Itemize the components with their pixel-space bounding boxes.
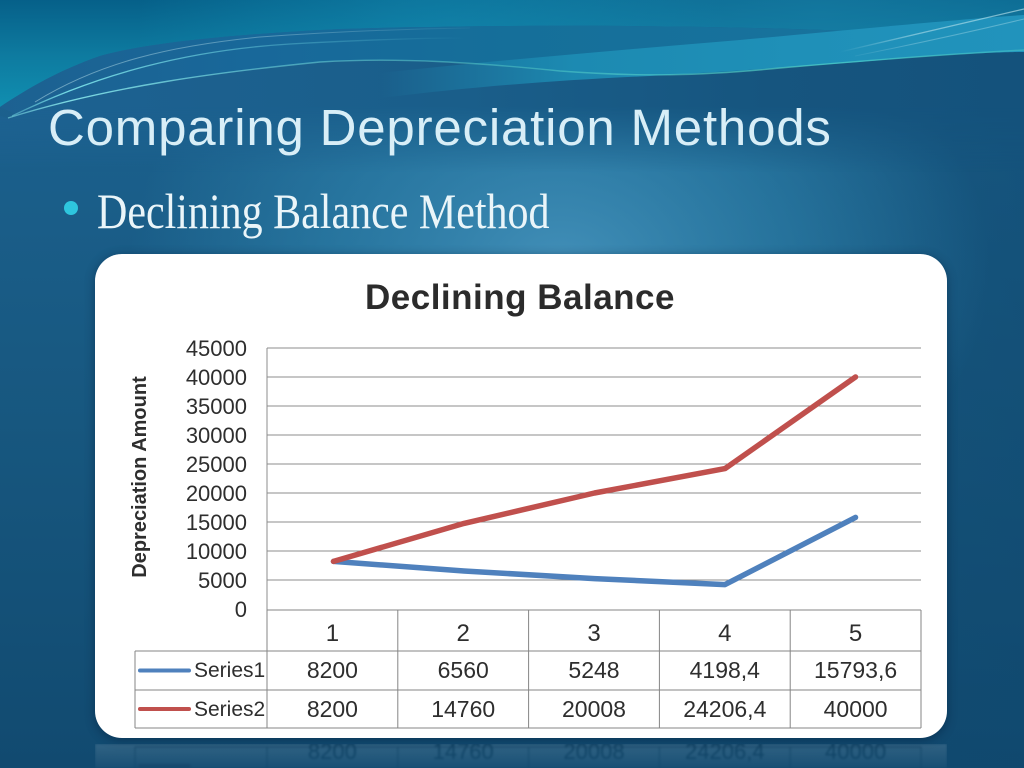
svg-text:25000: 25000	[186, 452, 247, 477]
svg-text:8200: 8200	[308, 744, 357, 764]
svg-text:30000: 30000	[186, 423, 247, 448]
svg-text:0: 0	[235, 597, 247, 622]
svg-text:3: 3	[587, 620, 600, 647]
svg-text:35000: 35000	[186, 394, 247, 419]
svg-text:5: 5	[849, 620, 862, 647]
svg-text:40000: 40000	[825, 744, 886, 764]
svg-text:20000: 20000	[186, 481, 247, 506]
svg-text:5000: 5000	[198, 568, 247, 593]
svg-text:Series1: Series1	[194, 659, 265, 682]
svg-text:24206,4: 24206,4	[683, 696, 766, 722]
svg-text:Series2: Series2	[194, 698, 265, 721]
svg-text:15793,6: 15793,6	[814, 657, 897, 683]
svg-text:8200: 8200	[307, 657, 358, 683]
svg-text:40000: 40000	[186, 365, 247, 390]
svg-text:10000: 10000	[186, 539, 247, 564]
svg-text:15000: 15000	[186, 510, 247, 535]
svg-text:20008: 20008	[563, 744, 624, 764]
svg-text:14760: 14760	[431, 696, 495, 722]
svg-text:2: 2	[457, 620, 470, 647]
svg-text:14760: 14760	[433, 744, 494, 764]
svg-text:24206,4: 24206,4	[685, 744, 765, 764]
svg-text:Depreciation Amount: Depreciation Amount	[129, 376, 151, 578]
svg-text:40000: 40000	[824, 696, 888, 722]
svg-text:Declining Balance: Declining Balance	[365, 278, 675, 317]
svg-text:1: 1	[326, 620, 339, 647]
svg-text:4: 4	[718, 620, 731, 647]
svg-text:45000: 45000	[186, 336, 247, 361]
svg-text:8200: 8200	[307, 696, 358, 722]
svg-text:6560: 6560	[438, 657, 489, 683]
svg-text:20008: 20008	[562, 696, 626, 722]
svg-text:4198,4: 4198,4	[690, 657, 761, 683]
svg-text:5248: 5248	[568, 657, 619, 683]
